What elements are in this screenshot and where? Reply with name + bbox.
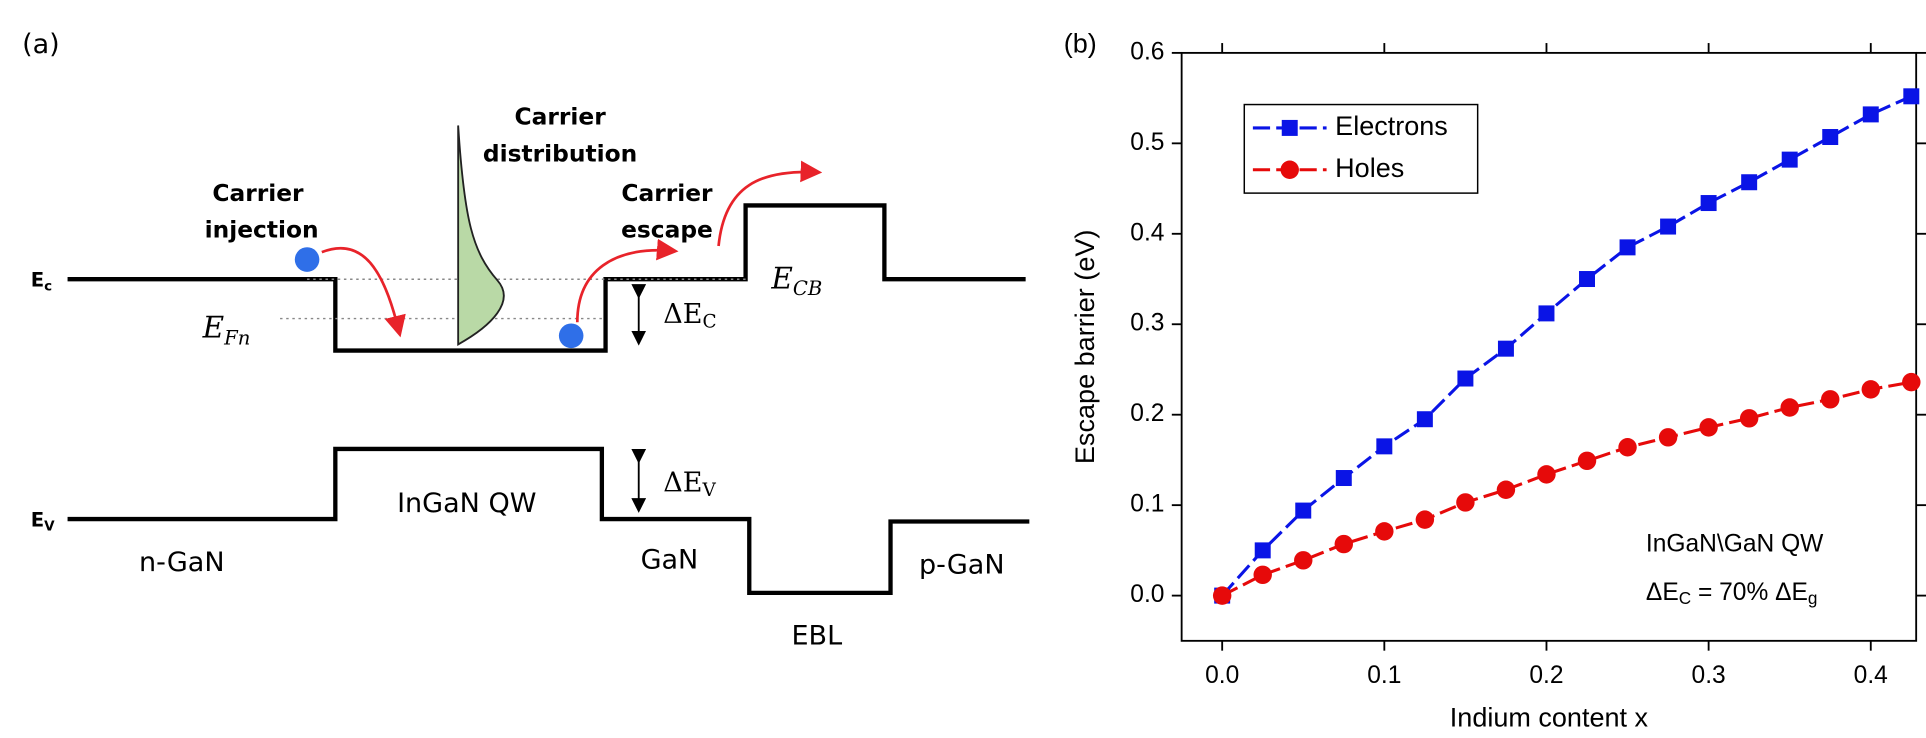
escape-arrow xyxy=(717,160,823,247)
legend-label: Electrons xyxy=(1335,111,1448,141)
annotation: InGaN\GaN QW xyxy=(1646,530,1824,557)
annotation: ΔEC = 70% ΔEg xyxy=(1646,578,1818,607)
panel-label: (a) xyxy=(22,29,60,60)
ecb-label: ECB xyxy=(770,261,822,299)
x-axis-label: Indium content x xyxy=(1450,703,1649,733)
marker xyxy=(1212,586,1232,605)
marker xyxy=(1537,465,1556,484)
marker xyxy=(1700,195,1717,212)
marker xyxy=(1821,390,1840,409)
ev-label: EV xyxy=(31,508,55,535)
region-label: n-GaN xyxy=(139,547,225,578)
marker xyxy=(1862,106,1879,123)
x-tick-label: 0.2 xyxy=(1529,662,1563,689)
x-tick-label: 0.3 xyxy=(1692,662,1726,689)
carrier-dot xyxy=(558,323,584,349)
marker xyxy=(1457,370,1474,387)
marker xyxy=(1618,438,1637,457)
legend-marker xyxy=(1280,160,1299,179)
marker xyxy=(1295,502,1312,519)
region-label: EBL xyxy=(792,621,843,652)
y-tick-label: 0.3 xyxy=(1130,310,1164,337)
legend-label: Holes xyxy=(1335,153,1404,183)
delta-ev-label: ΔEV xyxy=(663,467,716,501)
marker xyxy=(1780,398,1799,417)
legend-marker xyxy=(1281,119,1298,136)
marker xyxy=(1415,510,1435,529)
diagram: (a) Carrier distribution Carrier injecti… xyxy=(22,29,1030,652)
efn-label: EFn xyxy=(202,311,251,349)
marker xyxy=(1902,372,1921,392)
label: escape xyxy=(621,216,713,244)
region-label: InGaN QW xyxy=(397,488,536,519)
carrier-distribution-shape xyxy=(457,125,505,346)
marker xyxy=(1496,480,1516,499)
marker xyxy=(1577,451,1597,471)
marker xyxy=(1619,239,1636,256)
marker xyxy=(1699,418,1718,437)
marker xyxy=(1416,411,1433,428)
marker xyxy=(1741,174,1758,191)
marker xyxy=(1861,380,1880,399)
plot-frame xyxy=(1180,51,1918,642)
label: distribution xyxy=(483,139,637,167)
y-axis-label: Escape barrier (eV) xyxy=(1070,230,1100,465)
marker xyxy=(1781,151,1798,168)
region-label: p-GaN xyxy=(919,549,1005,580)
marker xyxy=(1538,305,1555,322)
y-tick-label: 0.6 xyxy=(1130,38,1164,65)
marker xyxy=(1658,428,1678,447)
marker xyxy=(1579,271,1595,288)
carrier-dot xyxy=(294,247,320,272)
marker xyxy=(1376,438,1393,455)
marker xyxy=(1822,129,1839,146)
x-tick-label: 0.4 xyxy=(1854,662,1888,689)
y-tick-label: 0.1 xyxy=(1130,491,1164,518)
panel-label: (b) xyxy=(1064,29,1097,59)
label: Carrier xyxy=(212,179,304,207)
label: Carrier xyxy=(515,103,607,131)
y-tick-label: 0.4 xyxy=(1130,219,1164,246)
escape-arrow xyxy=(575,238,679,323)
marker xyxy=(1903,88,1920,105)
y-tick-label: 0.0 xyxy=(1130,581,1164,608)
marker xyxy=(1660,218,1677,235)
marker xyxy=(1253,565,1272,585)
marker xyxy=(1375,522,1394,541)
marker xyxy=(1335,470,1352,487)
chart: (b) Indium content x Escape barrier (eV)… xyxy=(1064,29,1926,733)
delta-ec-label: ΔEC xyxy=(663,298,716,332)
valence-band xyxy=(67,446,1030,596)
x-tick-label: 0.1 xyxy=(1367,662,1401,689)
x-tick-label: 0.0 xyxy=(1205,662,1239,689)
y-tick-label: 0.2 xyxy=(1130,400,1164,427)
injection-arrow xyxy=(321,246,406,338)
legend xyxy=(1243,103,1479,194)
series-line xyxy=(1221,380,1912,597)
ec-label: Ec xyxy=(31,268,52,295)
marker xyxy=(1334,534,1354,554)
y-tick-label: 0.5 xyxy=(1130,129,1164,156)
marker xyxy=(1739,409,1759,428)
marker xyxy=(1254,542,1271,559)
marker xyxy=(1456,493,1475,512)
marker xyxy=(1497,340,1514,357)
label: injection xyxy=(205,216,319,244)
marker xyxy=(1294,551,1313,570)
label: Carrier xyxy=(621,179,713,207)
region-label: GaN xyxy=(641,544,699,575)
